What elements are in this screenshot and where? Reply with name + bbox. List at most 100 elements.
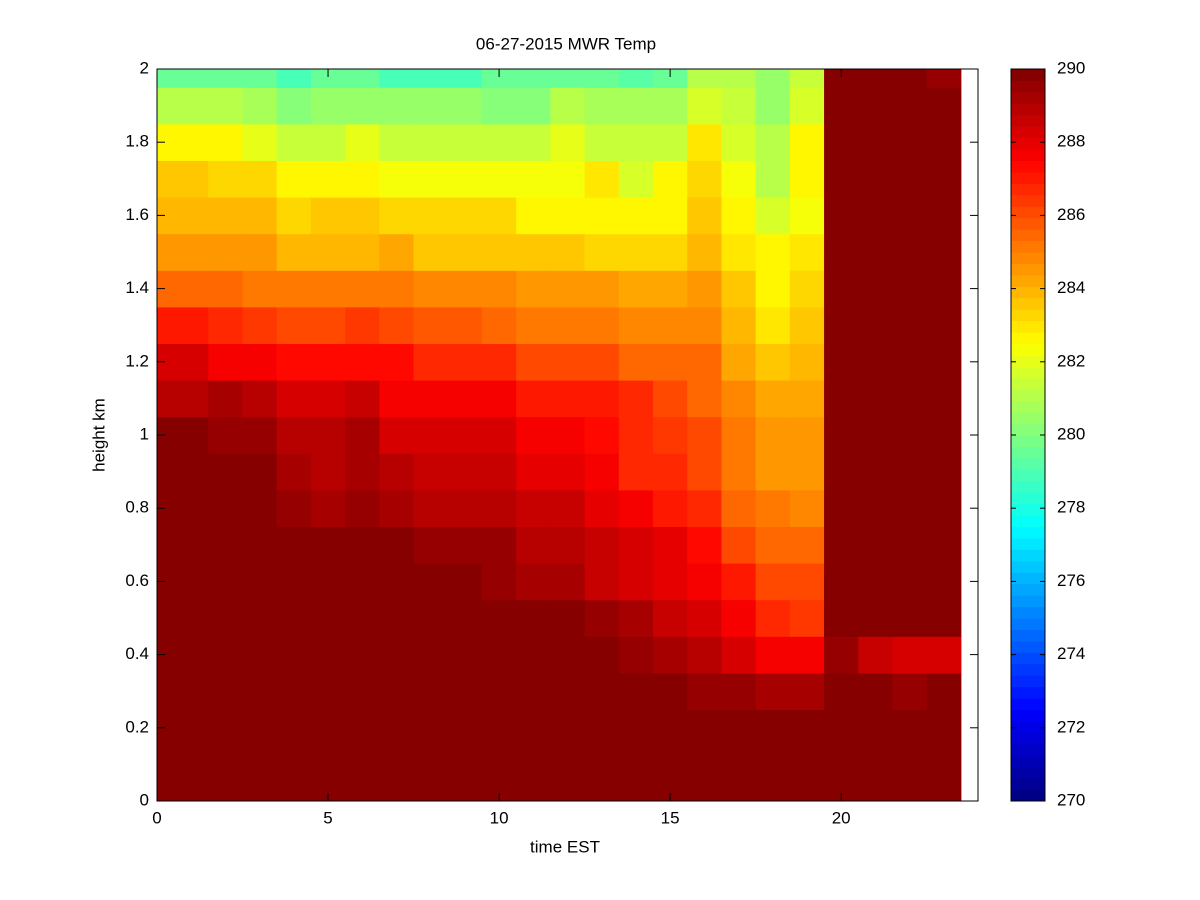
heatmap-cell	[618, 526, 654, 564]
heatmap-cell	[789, 416, 825, 454]
heatmap-cell	[550, 599, 586, 637]
heatmap-cell	[858, 270, 893, 308]
heatmap-cell	[310, 197, 346, 235]
heatmap-cell	[687, 123, 722, 161]
colorbar-band	[1011, 309, 1045, 322]
heatmap-cell	[653, 197, 688, 235]
colorbar-band	[1011, 366, 1045, 379]
heatmap-cell	[755, 343, 791, 381]
heatmap-cell	[584, 672, 620, 710]
heatmap-cell	[516, 343, 551, 381]
heatmap-cell	[858, 343, 893, 381]
heatmap-cell	[687, 197, 722, 235]
heatmap-cell	[789, 526, 825, 564]
colorbar-band	[1011, 80, 1045, 93]
heatmap-cell	[345, 123, 380, 161]
heatmap	[157, 69, 962, 802]
colorbar-band	[1011, 503, 1045, 516]
heatmap-cell	[276, 197, 312, 235]
heatmap-cell	[892, 306, 928, 344]
colorbar-band	[1011, 114, 1045, 127]
heatmap-cell	[858, 197, 893, 235]
colorbar-band	[1011, 526, 1045, 539]
colorbar-band	[1011, 400, 1045, 413]
colorbar-band	[1011, 492, 1045, 505]
heatmap-cell	[584, 526, 620, 564]
heatmap-cell	[926, 599, 962, 637]
heatmap-cell	[721, 526, 757, 564]
heatmap-cell	[687, 233, 722, 271]
heatmap-cell	[413, 123, 449, 161]
heatmap-cell	[345, 526, 380, 564]
axes: 0 5 10 15 20 0 0.2 0.4 0.6 0.8 1 1.2 1.4 1.6 1.8 2	[125, 58, 979, 827]
colorbar-band	[1011, 469, 1045, 482]
heatmap-cell	[413, 343, 449, 381]
heatmap-cell	[755, 306, 791, 344]
heatmap-cell	[858, 636, 893, 674]
heatmap-cell	[721, 416, 757, 454]
heatmap-cell	[516, 160, 551, 198]
heatmap-cell	[926, 197, 962, 235]
heatmap-cell	[516, 197, 551, 235]
heatmap-cell	[824, 563, 859, 601]
heatmap-cell	[824, 160, 859, 198]
heatmap-cell	[242, 416, 278, 454]
y-tick-label: 0.8	[125, 498, 149, 517]
heatmap-cell	[208, 636, 244, 674]
heatmap-cell	[208, 563, 244, 601]
heatmap-cell	[721, 709, 757, 802]
heatmap-cell	[687, 489, 722, 527]
heatmap-cell	[242, 123, 278, 161]
heatmap-cell	[584, 416, 620, 454]
heatmap-cell	[687, 160, 722, 198]
heatmap-cell	[892, 416, 928, 454]
colorbar-band	[1011, 629, 1045, 642]
heatmap-cell	[516, 563, 551, 601]
heatmap-cell	[858, 306, 893, 344]
colorbar-tick-label: 280	[1057, 424, 1085, 443]
heatmap-cell	[413, 69, 449, 88]
heatmap-cell	[653, 636, 688, 674]
heatmap-cell	[926, 160, 962, 198]
heatmap-cell	[824, 636, 859, 674]
heatmap-cell	[618, 636, 654, 674]
heatmap-cell	[824, 672, 859, 710]
heatmap-cell	[208, 197, 244, 235]
heatmap-cell	[208, 672, 244, 710]
heatmap-cell	[208, 453, 244, 491]
heatmap-cell	[413, 87, 449, 125]
heatmap-cell	[242, 87, 278, 125]
heatmap-cell	[481, 672, 517, 710]
heatmap-cell	[653, 270, 688, 308]
heatmap-cell	[516, 636, 551, 674]
heatmap-cell	[892, 672, 928, 710]
heatmap-cell	[481, 197, 517, 235]
colorbar-band	[1011, 389, 1045, 402]
heatmap-cell	[755, 233, 791, 271]
heatmap-cell	[653, 306, 688, 344]
heatmap-cell	[447, 233, 483, 271]
colorbar-band	[1011, 675, 1045, 688]
heatmap-cell	[618, 416, 654, 454]
heatmap-cell	[276, 123, 312, 161]
heatmap-cell	[413, 270, 449, 308]
colorbar-band	[1011, 549, 1045, 562]
heatmap-cell	[310, 306, 346, 344]
heatmap-cell	[345, 599, 380, 637]
colorbar-tick-label: 272	[1057, 717, 1085, 736]
heatmap-cell	[413, 563, 449, 601]
heatmap-cell	[550, 672, 586, 710]
heatmap-cell	[858, 69, 893, 88]
heatmap-cell	[824, 123, 859, 161]
heatmap-cell	[379, 709, 415, 802]
chart-title: 06-27-2015 MWR Temp	[476, 34, 656, 53]
heatmap-cell	[789, 343, 825, 381]
heatmap-cell	[858, 87, 893, 125]
heatmap-cell	[584, 563, 620, 601]
heatmap-cell	[550, 636, 586, 674]
heatmap-cell	[516, 69, 551, 88]
heatmap-cell	[926, 270, 962, 308]
heatmap-cell	[721, 87, 757, 125]
colorbar-band	[1011, 709, 1045, 722]
heatmap-cell	[516, 453, 551, 491]
